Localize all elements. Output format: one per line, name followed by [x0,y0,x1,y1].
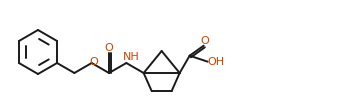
Text: O: O [105,43,113,53]
Text: O: O [200,36,209,46]
Text: O: O [89,57,98,67]
Text: NH: NH [123,52,140,62]
Text: OH: OH [207,57,224,67]
